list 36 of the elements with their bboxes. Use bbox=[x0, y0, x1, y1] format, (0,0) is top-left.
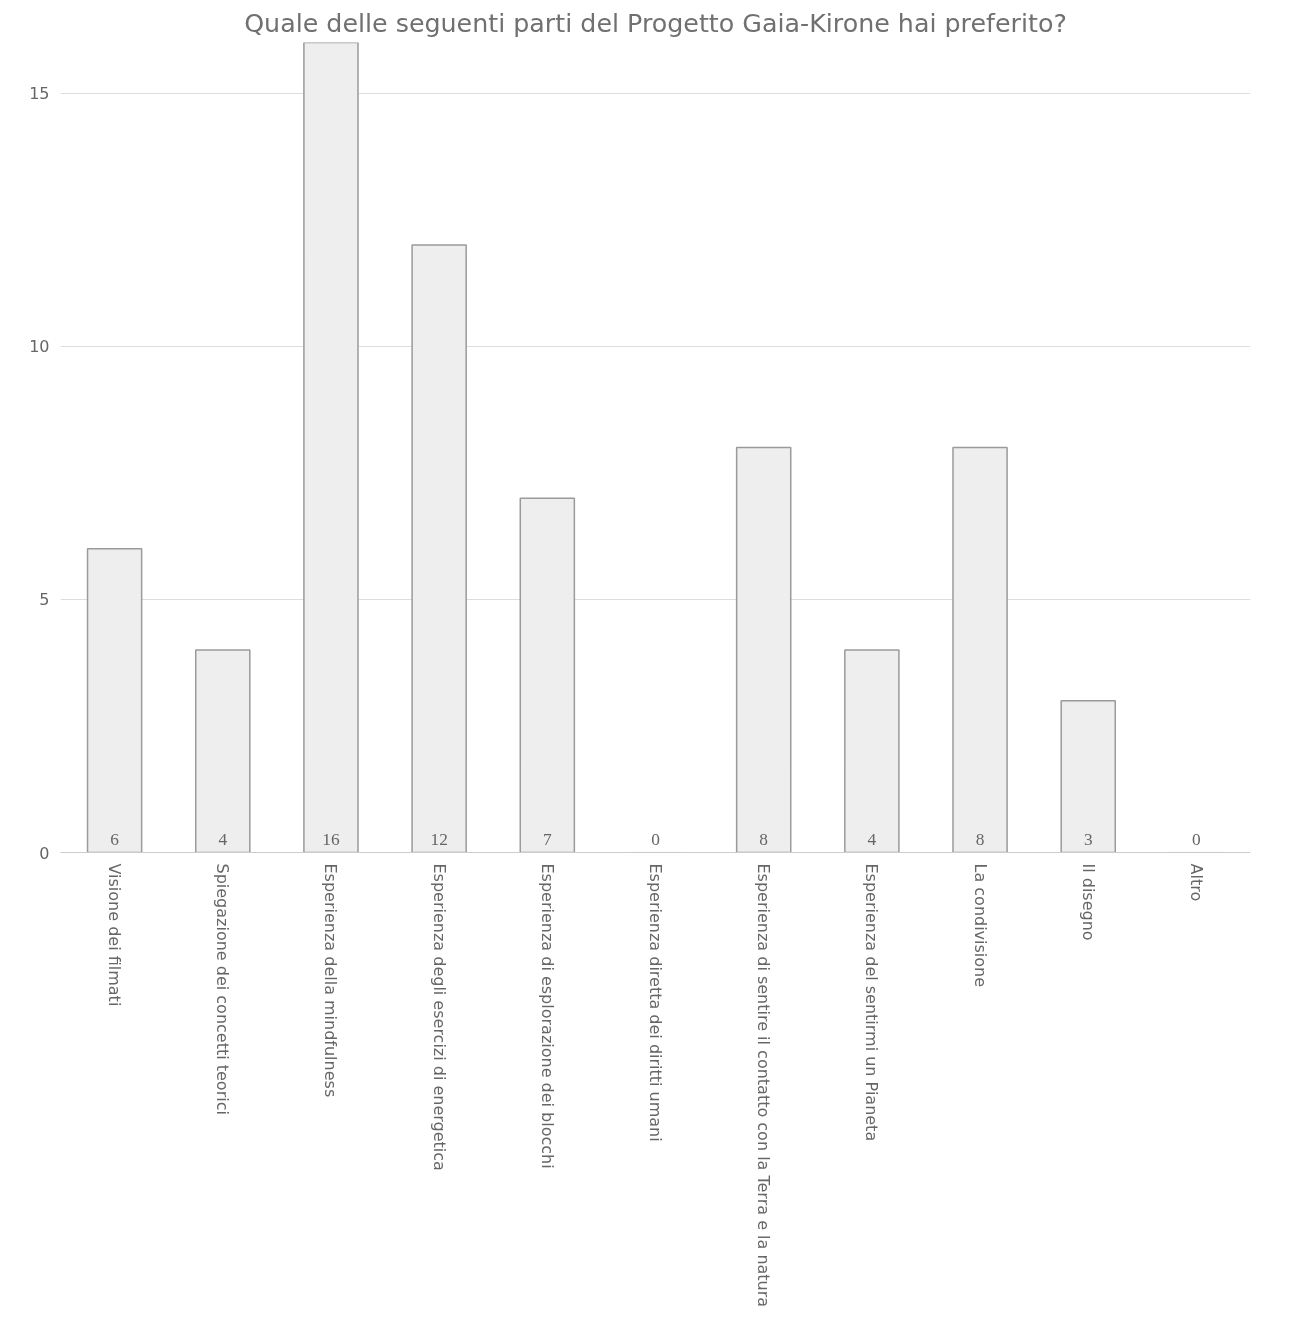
bar bbox=[303, 42, 359, 853]
chart-title: Quale delle seguenti parti del Progetto Gaia-Kirone hai preferito? bbox=[244, 7, 1067, 38]
x-tick-label: Esperienza del sentirmi un Pianeta bbox=[862, 863, 882, 1142]
bar bbox=[735, 446, 792, 853]
x-tick-label: Esperienza di sentire il contatto con la Terra e la natura bbox=[754, 863, 774, 1308]
x-tick-label: Il disegno bbox=[1078, 863, 1098, 941]
data-label: 7 bbox=[542, 829, 552, 849]
x-tick-label: Esperienza diretta dei diritti umani bbox=[646, 863, 665, 1142]
data-label: 8 bbox=[759, 829, 769, 849]
y-tick-label: 5 bbox=[39, 590, 50, 610]
data-label: 16 bbox=[322, 829, 340, 849]
bar bbox=[952, 446, 1008, 853]
bar bbox=[411, 244, 467, 853]
data-label: 3 bbox=[1083, 829, 1093, 849]
data-label: 8 bbox=[975, 829, 985, 849]
bar bbox=[194, 649, 251, 853]
data-label: 4 bbox=[218, 829, 228, 849]
x-tick-label: Esperienza di esplorazione dei blocchi bbox=[537, 863, 557, 1169]
data-label: 0 bbox=[1192, 829, 1201, 849]
x-tick-label: Altro bbox=[1186, 863, 1206, 902]
data-label: 0 bbox=[651, 829, 660, 849]
x-tick-label: La condivisione bbox=[970, 863, 990, 988]
y-tick-label: 15 bbox=[29, 84, 50, 104]
data-label: 6 bbox=[110, 829, 120, 849]
y-tick-label: 10 bbox=[29, 337, 50, 357]
data-label: 12 bbox=[430, 829, 448, 849]
bar bbox=[1060, 699, 1117, 853]
bar bbox=[86, 548, 143, 853]
data-label: 4 bbox=[867, 829, 877, 849]
x-tick-label: Esperienza degli esercizi di energetica bbox=[429, 863, 449, 1171]
bar bbox=[519, 497, 576, 853]
x-tick-label: Esperienza della mindfulness bbox=[321, 863, 341, 1098]
bar bbox=[844, 649, 900, 853]
y-tick-label: 0 bbox=[39, 843, 50, 863]
x-tick-label: Spiegazione dei concetti teorici bbox=[213, 863, 233, 1115]
x-tick-label: Visione dei filmati bbox=[105, 863, 125, 1007]
